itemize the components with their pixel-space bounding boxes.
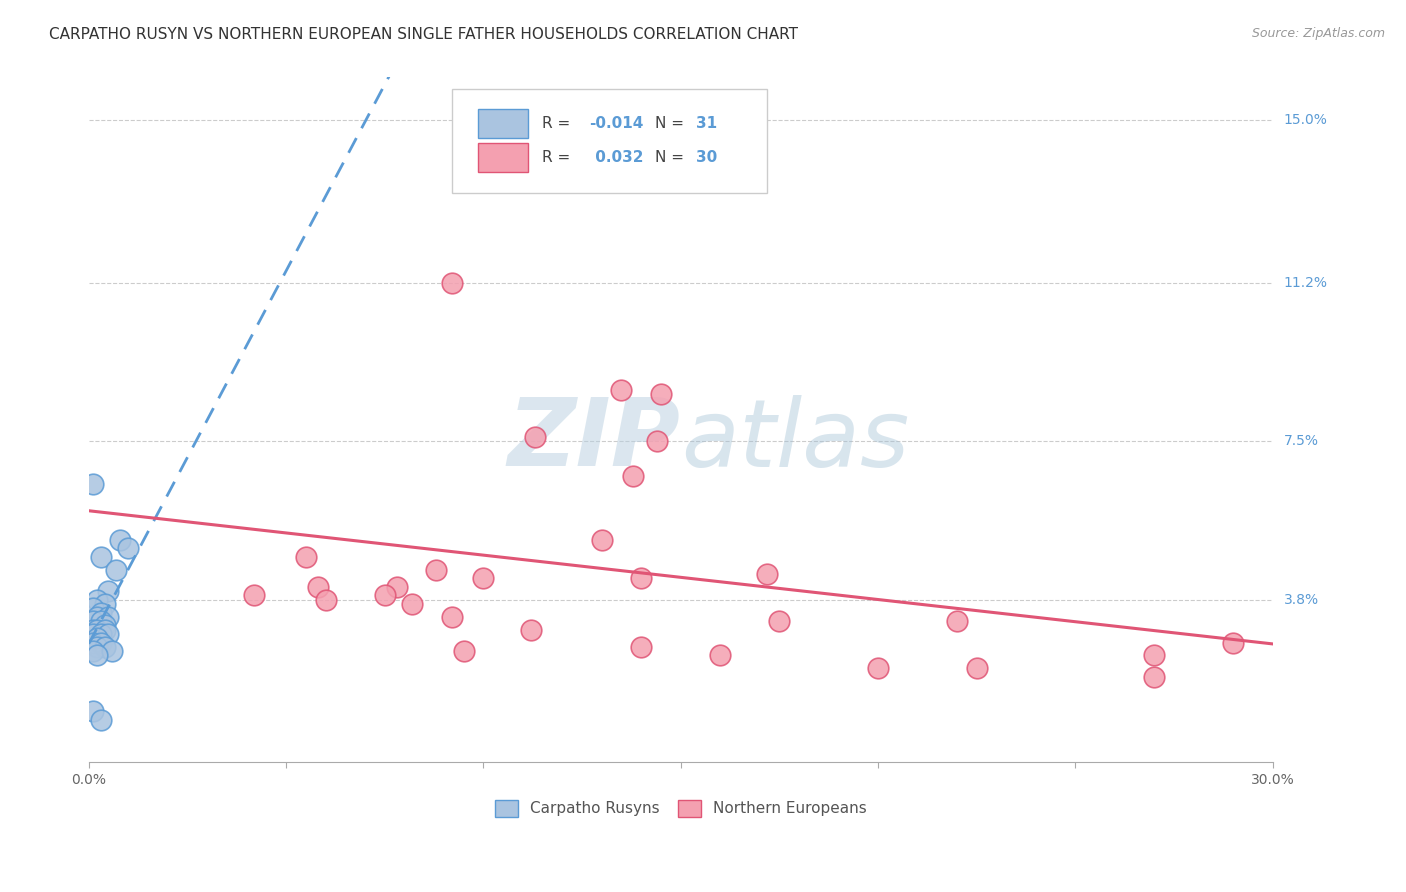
Point xyxy=(315,592,337,607)
Bar xyxy=(478,144,529,172)
Text: R =: R = xyxy=(543,116,575,131)
Point xyxy=(610,383,633,397)
Point xyxy=(1143,648,1166,663)
Point xyxy=(93,618,115,632)
Text: 3.8%: 3.8% xyxy=(1284,593,1319,607)
Point xyxy=(645,434,668,449)
Point xyxy=(86,610,108,624)
Point xyxy=(82,704,104,718)
Text: -0.014: -0.014 xyxy=(589,116,644,131)
Point xyxy=(97,627,120,641)
Point xyxy=(453,644,475,658)
Point xyxy=(523,430,546,444)
Point xyxy=(101,644,124,658)
Point xyxy=(591,533,613,547)
Point xyxy=(425,563,447,577)
Point xyxy=(93,640,115,654)
Point xyxy=(90,713,112,727)
Point xyxy=(82,635,104,649)
Text: Source: ZipAtlas.com: Source: ZipAtlas.com xyxy=(1251,27,1385,40)
Point xyxy=(866,661,889,675)
Point xyxy=(756,567,779,582)
Text: R =: R = xyxy=(543,150,575,165)
Point xyxy=(294,549,316,564)
Text: N =: N = xyxy=(655,116,689,131)
Point xyxy=(82,623,104,637)
Point xyxy=(709,648,731,663)
Point xyxy=(90,606,112,620)
Text: CARPATHO RUSYN VS NORTHERN EUROPEAN SINGLE FATHER HOUSEHOLDS CORRELATION CHART: CARPATHO RUSYN VS NORTHERN EUROPEAN SING… xyxy=(49,27,799,42)
Point xyxy=(105,563,128,577)
Point xyxy=(90,614,112,628)
Point xyxy=(82,614,104,628)
Point xyxy=(1222,635,1244,649)
Point xyxy=(385,580,408,594)
FancyBboxPatch shape xyxy=(453,89,768,193)
Text: 0.032: 0.032 xyxy=(589,150,643,165)
Point xyxy=(90,549,112,564)
Text: 30: 30 xyxy=(696,150,717,165)
Point xyxy=(82,477,104,491)
Point xyxy=(440,276,463,290)
Point xyxy=(630,640,652,654)
Point xyxy=(117,541,139,556)
Text: atlas: atlas xyxy=(681,395,908,486)
Point xyxy=(90,627,112,641)
Point xyxy=(1143,670,1166,684)
Point xyxy=(86,632,108,646)
Point xyxy=(82,627,104,641)
Text: N =: N = xyxy=(655,150,689,165)
Point xyxy=(93,623,115,637)
Text: ZIP: ZIP xyxy=(508,394,681,486)
Point xyxy=(621,468,644,483)
Point xyxy=(93,597,115,611)
Point xyxy=(630,571,652,585)
Text: 7.5%: 7.5% xyxy=(1284,434,1319,449)
Legend: Carpatho Rusyns, Northern Europeans: Carpatho Rusyns, Northern Europeans xyxy=(488,793,873,823)
Bar xyxy=(478,109,529,137)
Point xyxy=(966,661,988,675)
Point xyxy=(90,635,112,649)
Point xyxy=(519,623,541,637)
Point xyxy=(86,623,108,637)
Point xyxy=(374,589,396,603)
Point xyxy=(110,533,132,547)
Point xyxy=(401,597,423,611)
Point xyxy=(86,592,108,607)
Point xyxy=(307,580,329,594)
Text: 31: 31 xyxy=(696,116,717,131)
Point xyxy=(440,610,463,624)
Point xyxy=(243,589,266,603)
Point xyxy=(472,571,495,585)
Point xyxy=(86,648,108,663)
Point xyxy=(82,601,104,615)
Point xyxy=(650,387,672,401)
Text: 11.2%: 11.2% xyxy=(1284,276,1327,290)
Point xyxy=(82,644,104,658)
Point xyxy=(97,584,120,599)
Point xyxy=(86,640,108,654)
Text: 15.0%: 15.0% xyxy=(1284,113,1327,128)
Point xyxy=(946,614,969,628)
Point xyxy=(768,614,790,628)
Point xyxy=(97,610,120,624)
